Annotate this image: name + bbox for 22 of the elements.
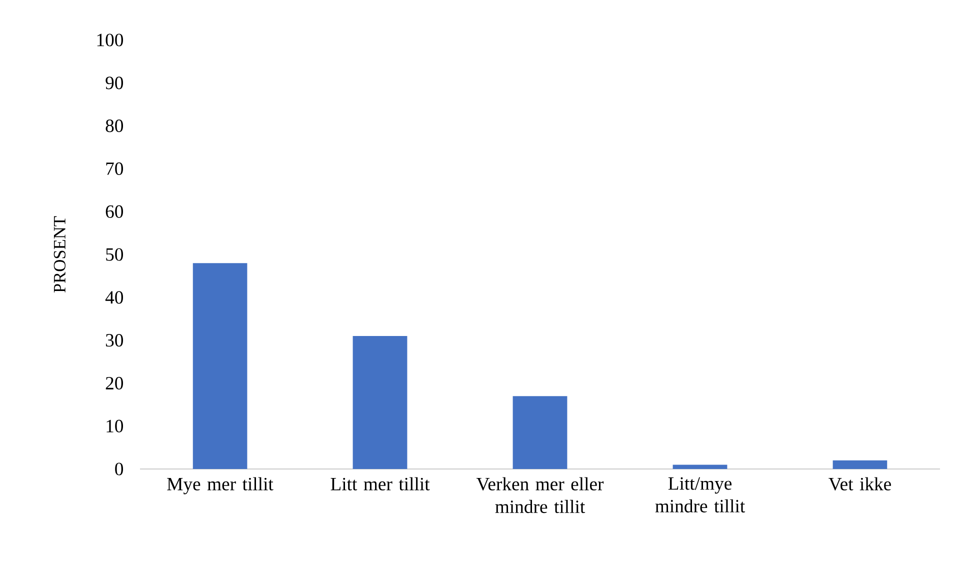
y-axis-title: PROSENT: [54, 216, 66, 293]
x-tick-label: Litt/mye mindre tillit: [655, 477, 746, 512]
bar: [832, 460, 888, 469]
y-tick-label: 90: [106, 76, 124, 90]
y-tick-label: 80: [106, 119, 124, 132]
y-tick-label: 60: [106, 205, 124, 218]
y-tick-label: 10: [106, 420, 124, 432]
x-tick-label: Verken mer eller mindre tillit: [476, 477, 604, 514]
y-tick-label: 70: [106, 162, 124, 175]
y-tick-label: 40: [105, 291, 124, 304]
x-tick-label: Litt mer tillit: [330, 477, 430, 490]
bar: [672, 464, 728, 469]
bar: [512, 396, 568, 469]
y-tick-label: 100: [97, 34, 124, 46]
bar: [192, 263, 248, 469]
x-tick-label: Vet ikke: [828, 477, 891, 491]
y-tick-label: 0: [115, 462, 124, 476]
x-tick-label: Mye mer tillit: [167, 477, 274, 494]
y-tick-label: 30: [106, 334, 124, 347]
y-tick-label: 20: [106, 376, 124, 390]
y-tick-label: 50: [106, 248, 124, 261]
bar: [352, 336, 408, 469]
